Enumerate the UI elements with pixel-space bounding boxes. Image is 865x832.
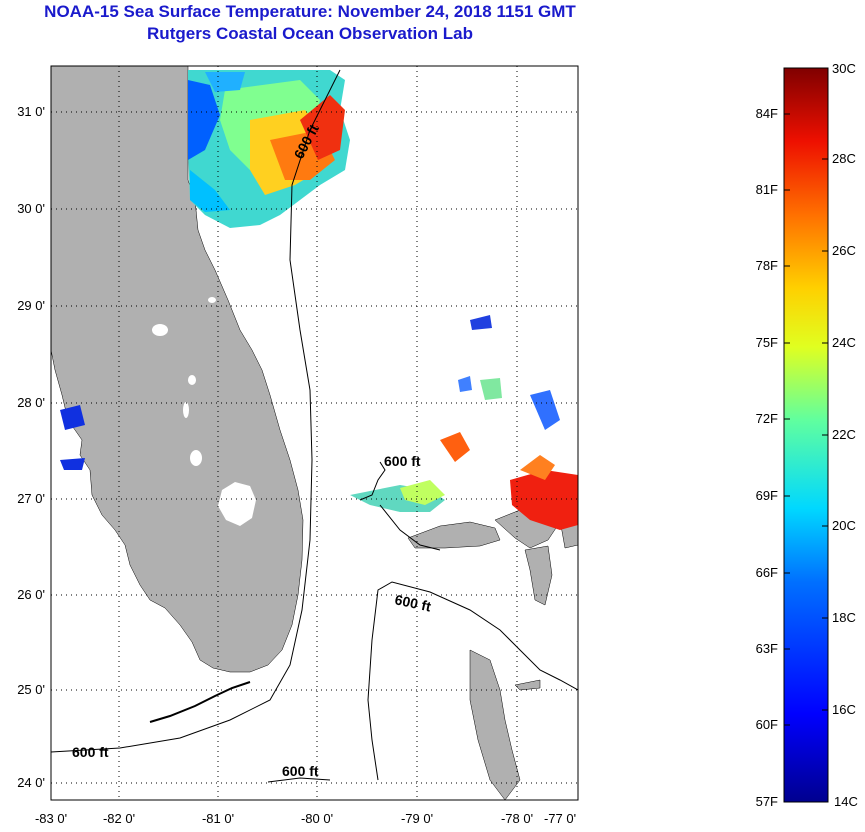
florida-keys bbox=[149, 681, 251, 723]
isobath-label-south: 600 ft bbox=[282, 763, 319, 779]
isobath-label-bahamas-north: 600 ft bbox=[384, 453, 421, 469]
inland-lakes bbox=[152, 297, 216, 466]
fahrenheit-label: 63F bbox=[756, 641, 778, 656]
lon-label: -78 0' bbox=[501, 811, 533, 826]
celsius-label: 26C bbox=[832, 243, 856, 258]
lon-label: -79 0' bbox=[401, 811, 433, 826]
lon-label: -82 0' bbox=[103, 811, 135, 826]
lake-okeechobee bbox=[218, 482, 256, 526]
map-subtitle: Rutgers Coastal Ocean Observation Lab bbox=[147, 24, 473, 43]
celsius-label: 22C bbox=[832, 427, 856, 442]
isobath-label-southwest: 600 ft bbox=[72, 744, 109, 760]
lat-label: 24 0' bbox=[17, 775, 45, 790]
fahrenheit-label: 72F bbox=[756, 411, 778, 426]
isobath-lines bbox=[51, 69, 578, 783]
fahrenheit-label: 69F bbox=[756, 488, 778, 503]
celsius-label: 20C bbox=[832, 518, 856, 533]
colorbar-celsius-scale: 30C 28C 26C 24C 22C 20C 18C 16C 14C bbox=[822, 61, 858, 809]
fahrenheit-label: 60F bbox=[756, 717, 778, 732]
sst-patch-north bbox=[188, 70, 350, 228]
fahrenheit-label: 81F bbox=[756, 182, 778, 197]
lon-label: -77 0' bbox=[544, 811, 576, 826]
lon-label: -81 0' bbox=[202, 811, 234, 826]
lat-label: 29 0' bbox=[17, 298, 45, 313]
isobath-label-bahamas-south: 600 ft bbox=[393, 591, 432, 614]
celsius-label: 18C bbox=[832, 610, 856, 625]
lat-label: 28 0' bbox=[17, 395, 45, 410]
celsius-label: 30C bbox=[832, 61, 856, 76]
lat-label: 26 0' bbox=[17, 587, 45, 602]
lat-label: 30 0' bbox=[17, 201, 45, 216]
celsius-label: 16C bbox=[832, 702, 856, 717]
celsius-label: 14C bbox=[834, 794, 858, 809]
lat-label: 27 0' bbox=[17, 491, 45, 506]
fahrenheit-label: 75F bbox=[756, 335, 778, 350]
map-title: NOAA-15 Sea Surface Temperature: Novembe… bbox=[44, 2, 576, 21]
longitude-labels: -83 0' -82 0' -81 0' -80 0' -79 0' -78 0… bbox=[35, 811, 576, 826]
celsius-label: 24C bbox=[832, 335, 856, 350]
latitude-labels: 31 0' 30 0' 29 0' 28 0' 27 0' 26 0' 25 0… bbox=[17, 104, 45, 790]
colorbar-fahrenheit-scale: 84F 81F 78F 75F 72F 69F 66F 63F 60F 57F bbox=[756, 106, 790, 809]
fahrenheit-label: 66F bbox=[756, 565, 778, 580]
fahrenheit-label: 57F bbox=[756, 794, 778, 809]
lat-label: 31 0' bbox=[17, 104, 45, 119]
fahrenheit-label: 78F bbox=[756, 258, 778, 273]
celsius-label: 28C bbox=[832, 151, 856, 166]
map-frame bbox=[50, 65, 579, 801]
lat-label: 25 0' bbox=[17, 682, 45, 697]
lon-label: -83 0' bbox=[35, 811, 67, 826]
lon-label: -80 0' bbox=[301, 811, 333, 826]
fahrenheit-label: 84F bbox=[756, 106, 778, 121]
color-scale-bar bbox=[783, 67, 829, 803]
